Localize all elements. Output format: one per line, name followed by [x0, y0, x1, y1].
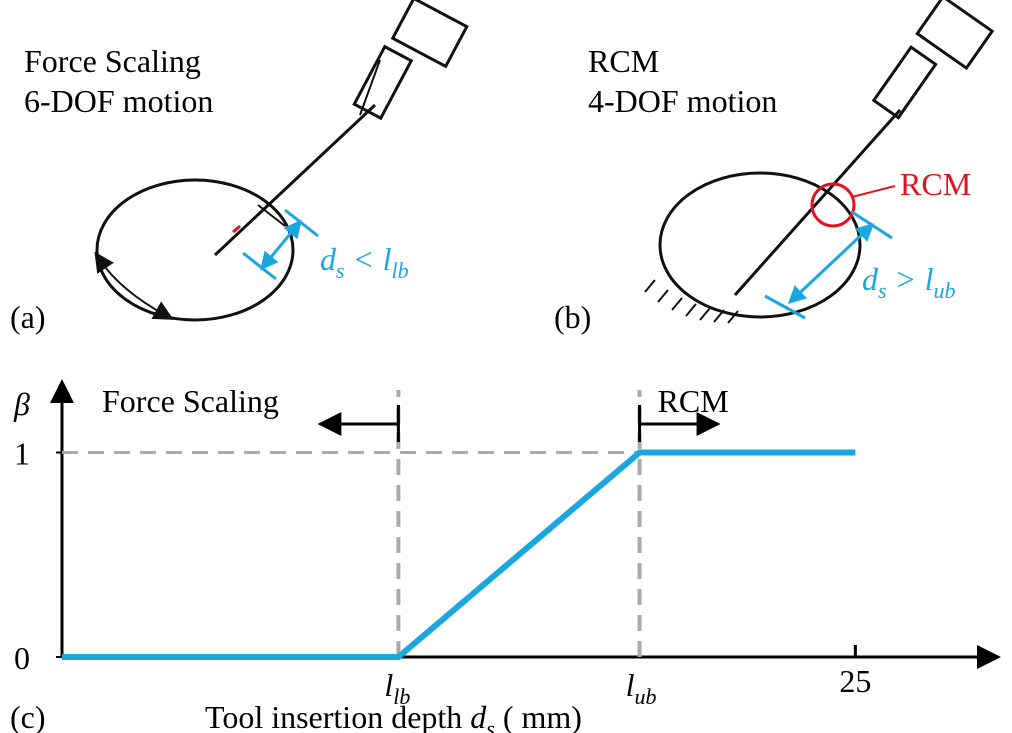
dimension-a	[243, 210, 318, 279]
relation-b: ds>lub	[862, 261, 956, 303]
annotation: RCM	[658, 383, 729, 419]
x-tick-label: lub	[626, 667, 657, 709]
x-tick-label-main: l	[626, 667, 635, 703]
rcm-circle	[812, 184, 854, 226]
panel-b-subtitle: 4-DOF motion	[588, 83, 777, 119]
panel-b-title: RCM	[588, 43, 659, 79]
x-axis-title-text: Tool insertion depth	[205, 699, 462, 733]
data-line	[62, 452, 855, 657]
panel-a-subtitle: 6-DOF motion	[24, 83, 213, 119]
x-tick-label-main: l	[384, 667, 393, 703]
y-axis-label: β	[13, 386, 30, 422]
panel-a-title: Force Scaling	[24, 43, 201, 79]
y-tick-label: 0	[14, 640, 30, 676]
x-axis-title-sub: s	[486, 716, 495, 733]
figure: Force Scaling 6-DOF motion (a) ds<llb RC…	[0, 0, 1012, 733]
y-tick-label: 1	[14, 435, 30, 471]
panel-a-label: (a)	[10, 299, 46, 335]
rcm-label: RCM	[900, 166, 971, 202]
relation-a: ds<llb	[320, 241, 409, 283]
panel-b-label: (b)	[554, 299, 591, 335]
x-axis-title-var: d	[470, 699, 487, 733]
panel-c-label: (c)	[10, 699, 46, 733]
x-axis-title-unit: ( mm)	[503, 699, 582, 733]
rcm-leader	[852, 186, 895, 197]
annotation: Force Scaling	[102, 383, 279, 419]
x-tick-label-sub: ub	[634, 684, 656, 709]
x-tick-label: 25	[839, 663, 871, 699]
